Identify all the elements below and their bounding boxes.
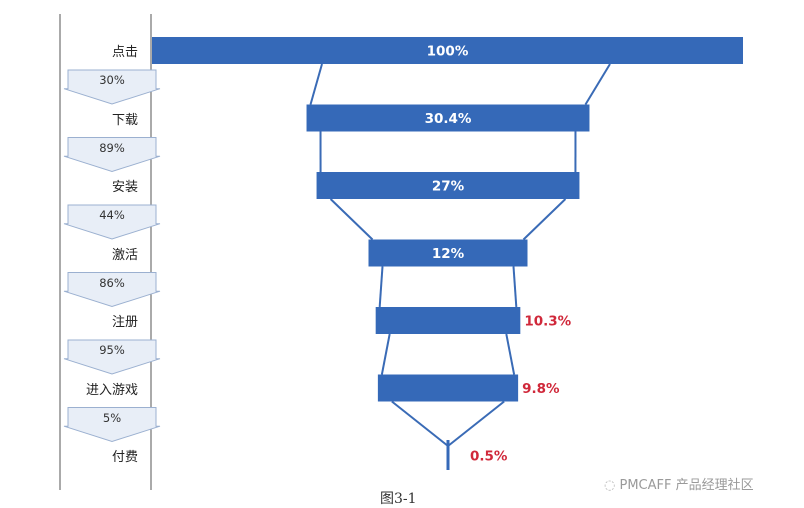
funnel-bar-5 <box>378 375 518 402</box>
value-label-3: 12% <box>432 246 465 262</box>
funnel-connector-4-left <box>382 334 390 375</box>
step-conversion-label-5: 5% <box>82 411 142 425</box>
watermark-text: PMCAFF 产品经理社区 <box>619 478 753 493</box>
funnel-connector-3-right <box>514 267 517 308</box>
stage-label-3: 激活 <box>28 244 138 263</box>
stage-label-0: 点击 <box>28 41 138 60</box>
stage-label-5: 进入游戏 <box>28 379 138 398</box>
stage-label-2: 安装 <box>28 176 138 195</box>
pmcaff-logo-icon: ◌ <box>604 478 615 493</box>
step-conversion-label-0: 30% <box>82 73 142 87</box>
funnel-bars: 100% 30.4% 27% 12% 10.3% 9.8% 0.5% <box>152 37 743 470</box>
funnel-connector-0-left <box>311 64 322 105</box>
step-conversion-label-2: 44% <box>82 208 142 222</box>
value-label-2: 27% <box>432 179 465 195</box>
figure-caption: 图3-1 <box>380 488 417 508</box>
value-label-5: 9.8% <box>522 381 560 397</box>
funnel-connector-2-right <box>524 199 566 240</box>
value-label-4: 10.3% <box>524 314 571 330</box>
stage-label-4: 注册 <box>28 311 138 330</box>
stage-label-6: 付费 <box>28 446 138 465</box>
funnel-connector-5-right <box>448 402 504 447</box>
value-label-6: 0.5% <box>470 449 508 465</box>
step-conversion-label-4: 95% <box>82 343 142 357</box>
watermark: ◌ PMCAFF 产品经理社区 <box>604 474 754 493</box>
step-conversion-label-3: 86% <box>82 276 142 290</box>
step-conversion-label-1: 89% <box>82 141 142 155</box>
funnel-bar-4 <box>376 307 521 334</box>
funnel-connector-0-right <box>585 64 610 105</box>
funnel-connector-3-left <box>380 267 383 308</box>
value-label-0: 100% <box>427 44 469 60</box>
funnel-connector-4-right <box>506 334 514 375</box>
value-label-1: 30.4% <box>425 111 472 127</box>
funnel-connector-5-left <box>392 402 448 447</box>
funnel-connector-2-left <box>331 199 373 240</box>
stage-label-1: 下载 <box>28 109 138 128</box>
